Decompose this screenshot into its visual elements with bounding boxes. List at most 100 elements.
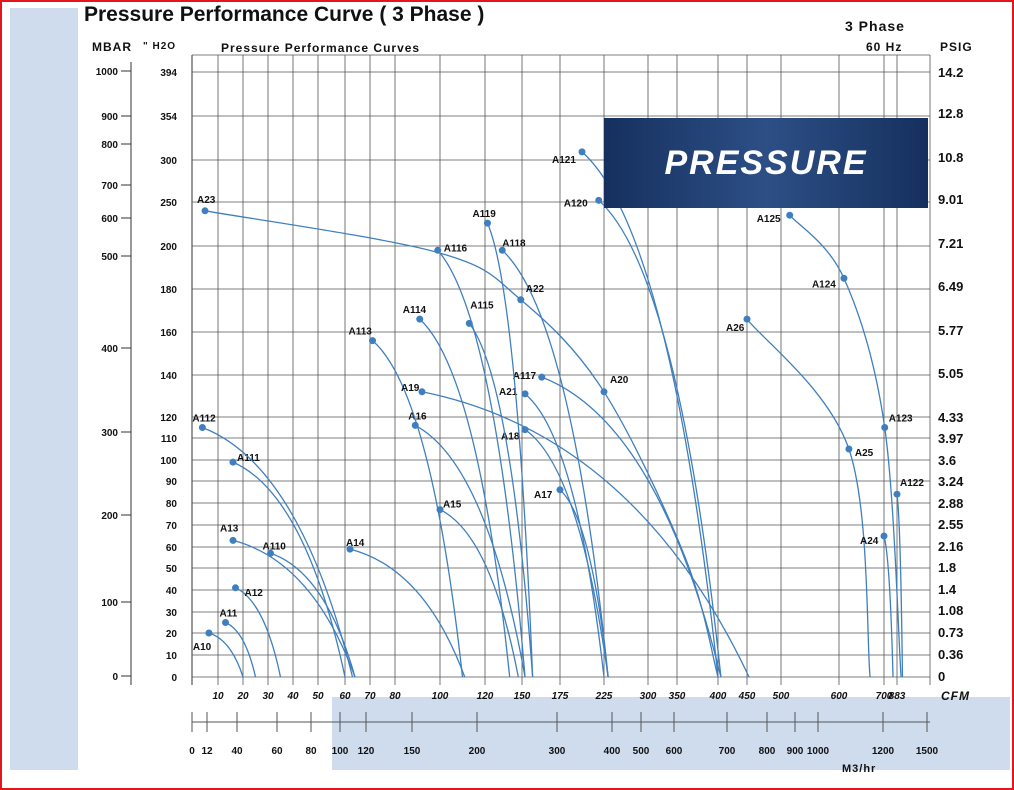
h2o-tick-label: 20	[166, 629, 178, 640]
mbar-tick-label: 500	[101, 252, 118, 263]
cfm-tick-label: 600	[831, 691, 848, 702]
psig-axis-label: PSIG	[940, 40, 973, 54]
mbar-tick-label: 400	[101, 344, 118, 355]
series-label: A111	[237, 453, 260, 464]
data-point-a24	[880, 532, 888, 540]
m3hr-tick-label: 80	[305, 746, 317, 757]
psig-tick-label: 0	[938, 669, 945, 684]
h2o-tick-label: 300	[160, 156, 177, 167]
psig-tick-label: 5.77	[938, 323, 963, 338]
m3hr-tick-label: 60	[271, 746, 283, 757]
series-label: A13	[220, 523, 239, 534]
cfm-tick-label: 30	[262, 691, 274, 702]
h2o-tick-label: 250	[160, 198, 177, 209]
series-label: A116	[444, 243, 468, 254]
curve-a112	[202, 426, 354, 678]
cfm-tick-label: 60	[339, 691, 351, 702]
data-point-a122	[893, 490, 901, 498]
cfm-tick-label: 175	[552, 691, 569, 702]
curve-a14	[349, 548, 466, 678]
curve-a125	[789, 214, 902, 678]
series-label: A11	[220, 609, 238, 620]
data-point-a113	[369, 337, 376, 345]
series-label: A25	[855, 448, 874, 459]
psig-tick-label: 9.01	[938, 192, 963, 207]
data-point-a121	[578, 148, 586, 156]
series-label: A24	[860, 536, 879, 547]
cfm-tick-label: 883	[889, 691, 906, 702]
series-label: A14	[346, 538, 365, 549]
data-point-a112	[198, 424, 206, 431]
h2o-tick-label: 40	[166, 586, 178, 597]
m3hr-axis-label: M3/hr	[842, 763, 877, 775]
cfm-tick-label: 80	[389, 691, 401, 702]
m3hr-tick-label: 40	[231, 746, 243, 757]
series-label: A115	[470, 300, 494, 311]
psig-tick-label: 1.08	[938, 603, 963, 618]
h2o-tick-label: 120	[160, 413, 177, 424]
h2o-tick-label: 200	[160, 242, 177, 253]
chart-title: Pressure Performance Curves	[221, 41, 421, 55]
m3hr-tick-label: 150	[404, 746, 421, 757]
series-label: A123	[889, 414, 913, 425]
mbar-tick-label: 200	[101, 511, 118, 522]
m3hr-tick-label: 200	[469, 746, 486, 757]
cfm-tick-label: 100	[432, 691, 449, 702]
cfm-tick-label: 225	[595, 691, 613, 702]
h2o-tick-label: 60	[166, 543, 178, 554]
data-point-a10	[205, 629, 213, 637]
cfm-tick-label: 40	[286, 691, 299, 702]
psig-tick-label: 0.36	[938, 647, 963, 662]
mbar-tick-label: 1000	[96, 67, 119, 78]
series-label: A21	[499, 387, 518, 398]
m3hr-tick-label: 1200	[872, 746, 895, 757]
curve-a113	[372, 340, 464, 678]
curve-a15	[439, 509, 519, 678]
mbar-tick-label: 700	[101, 181, 118, 192]
curve-a11	[225, 621, 257, 678]
curve-a13	[232, 539, 356, 678]
series-label: A12	[245, 588, 264, 599]
cfm-tick-label: 120	[477, 691, 494, 702]
curve-a111	[232, 461, 346, 678]
psig-tick-label: 6.49	[938, 279, 963, 294]
h2o-tick-label: 30	[166, 608, 178, 619]
psig-tick-label: 2.16	[938, 539, 963, 554]
curve-a118	[501, 249, 609, 678]
decorative-strip	[10, 8, 78, 770]
data-point-a21	[521, 390, 529, 398]
curve-a115	[468, 323, 534, 678]
m3hr-tick-label: 120	[358, 746, 375, 757]
series-label: A23	[197, 195, 216, 206]
m3hr-tick-label: 500	[633, 746, 650, 757]
data-point-a125	[786, 211, 794, 219]
mbar-tick-label: 800	[101, 140, 118, 151]
mbar-tick-label: 900	[101, 112, 118, 123]
data-point-a14	[346, 545, 354, 553]
series-label: A125	[757, 214, 781, 225]
data-point-a111	[229, 458, 237, 466]
m3hr-tick-label: 800	[759, 746, 776, 757]
m3hr-tick-label: 400	[604, 746, 621, 757]
page-title: Pressure Performance Curve ( 3 Phase )	[84, 3, 485, 26]
h2o-tick-label: 100	[160, 456, 177, 467]
series-label: A122	[900, 478, 924, 489]
curve-a121	[581, 151, 719, 678]
data-point-a17	[556, 486, 564, 494]
series-label: A17	[534, 490, 553, 501]
curve-a120	[598, 199, 722, 678]
series-label: A19	[401, 383, 420, 394]
h2o-tick-label: 90	[166, 477, 178, 488]
series-label: A114	[403, 305, 427, 316]
curve-a116	[437, 249, 526, 678]
m3hr-tick-label: 300	[549, 746, 566, 757]
m3hr-tick-label: 600	[666, 746, 683, 757]
curve-a24	[883, 535, 894, 678]
curve-a110	[270, 552, 356, 678]
m3hr-tick-label: 12	[201, 746, 213, 757]
decorative-band	[332, 697, 1010, 770]
psig-tick-label: 5.05	[938, 366, 963, 381]
data-point-a120	[595, 196, 603, 204]
